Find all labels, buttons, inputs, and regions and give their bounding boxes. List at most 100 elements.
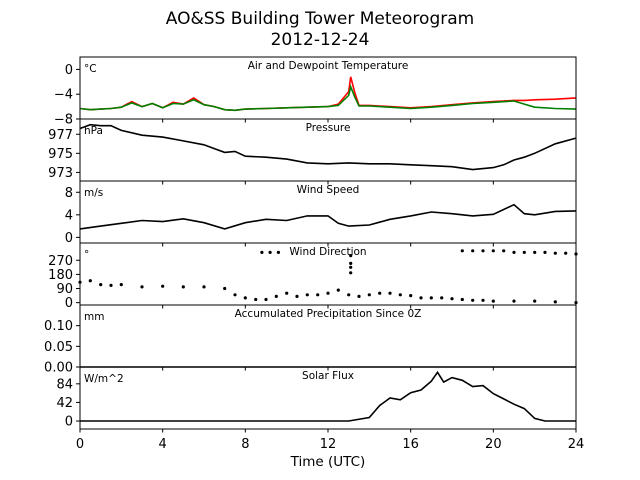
data-point	[347, 293, 351, 297]
data-point	[326, 291, 330, 295]
panel-5: 0.10 0.05 0.00 Accumulated Precipitation Si…	[44, 304, 577, 376]
y-tick-label: 4	[65, 208, 73, 223]
data-point	[260, 250, 264, 254]
data-point	[316, 293, 320, 297]
panel-3: 8 4 0 Wind Speed m/s	[65, 180, 577, 247]
unit-label: W/m^2	[84, 373, 124, 385]
data-point	[161, 284, 165, 288]
y-tick-label: 0.00	[44, 361, 73, 376]
y-tick-label: 973	[48, 166, 73, 181]
data-point	[233, 293, 237, 297]
x-tick-label: 4	[159, 437, 167, 452]
series-line-2	[79, 84, 577, 112]
data-point	[440, 296, 444, 300]
data-point	[409, 294, 413, 298]
data-point	[512, 299, 516, 303]
unit-label: °C	[84, 63, 97, 75]
y-tick-label: 270	[48, 254, 73, 269]
panel-6: 84 42 0 Solar Flux W/m^2	[56, 366, 577, 433]
data-point	[481, 249, 485, 253]
unit-label: mm	[84, 311, 104, 323]
data-point	[450, 297, 454, 301]
y-tick-label: 975	[48, 147, 73, 162]
data-point	[305, 293, 309, 297]
series-line-1	[79, 123, 577, 171]
data-point	[471, 249, 475, 253]
y-tick-label: 0	[65, 296, 73, 311]
y-tick-label: 8	[65, 186, 73, 201]
y-tick-label: 0	[65, 63, 73, 78]
data-point	[522, 250, 526, 254]
panel-2: 977 975 973 Pressure hPa	[48, 118, 577, 185]
figure-subtitle: 2012-12-24	[271, 30, 370, 50]
data-point	[140, 285, 144, 289]
data-point	[460, 297, 464, 302]
data-point	[533, 250, 537, 254]
panel-title: Air and Dewpoint Temperature	[248, 60, 409, 72]
panel-1: 0 −4 −8 Air and Dewpoint Temperature °C	[54, 56, 577, 128]
y-tick-label: 0.10	[44, 319, 73, 334]
data-point	[491, 249, 495, 253]
data-point	[276, 250, 280, 254]
data-point	[419, 296, 423, 300]
x-tick-label: 20	[485, 437, 502, 452]
y-tick-label: 90	[56, 282, 73, 297]
data-point	[512, 250, 516, 254]
data-point	[543, 250, 547, 254]
data-point	[564, 251, 568, 255]
data-point	[429, 296, 433, 300]
data-point	[553, 251, 557, 255]
data-point	[349, 261, 353, 265]
data-point	[349, 265, 353, 269]
y-tick-label: 0	[65, 415, 73, 430]
data-point	[398, 293, 402, 297]
series-line-1	[79, 203, 577, 230]
data-point	[274, 294, 278, 298]
data-point	[471, 298, 475, 302]
data-point	[491, 299, 495, 303]
x-tick-label: 24	[568, 437, 585, 452]
y-tick-label: −4	[54, 88, 73, 103]
panel-title: Pressure	[306, 122, 351, 134]
x-axis-label: Time (UTC)	[290, 454, 366, 470]
panel-title: Accumulated Precipitation Since 0Z	[235, 308, 422, 320]
unit-label: hPa	[84, 125, 103, 137]
data-point	[349, 271, 353, 275]
data-point	[388, 291, 392, 295]
panel-title: Wind Direction	[289, 246, 366, 258]
y-tick-label: −8	[54, 113, 73, 128]
y-tick-label: 977	[48, 128, 73, 143]
data-point	[481, 298, 485, 302]
series-line-1	[80, 370, 576, 422]
data-point	[285, 291, 289, 295]
panel-title: Solar Flux	[302, 370, 354, 382]
data-point	[243, 296, 247, 300]
data-point	[367, 293, 371, 297]
unit-label: m/s	[84, 187, 103, 199]
data-point	[378, 291, 382, 295]
y-tick-label: 0	[65, 231, 73, 246]
figure-title: AO&SS Building Tower Meteorogram	[166, 9, 474, 29]
data-point	[533, 299, 537, 303]
data-point	[109, 283, 113, 287]
data-point	[119, 283, 123, 287]
y-tick-label: 42	[56, 396, 73, 411]
y-tick-label: 84	[56, 377, 73, 392]
data-point	[181, 285, 185, 289]
y-tick-label: 180	[48, 268, 73, 283]
x-tick-label: 16	[402, 437, 419, 452]
data-point	[460, 249, 464, 253]
unit-label: °	[84, 249, 89, 261]
data-point	[264, 297, 268, 302]
data-point	[254, 297, 258, 302]
data-point	[553, 300, 557, 304]
panel-title: Wind Speed	[297, 184, 360, 196]
data-point	[99, 283, 103, 287]
data-point	[357, 294, 361, 298]
data-point	[336, 288, 340, 292]
data-point	[223, 286, 227, 291]
data-point	[88, 279, 92, 283]
